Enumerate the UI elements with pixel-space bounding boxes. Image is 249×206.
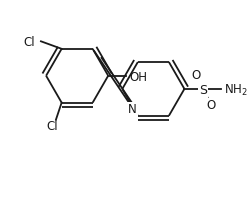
- Text: NH$_2$: NH$_2$: [224, 83, 248, 98]
- Text: S: S: [199, 84, 207, 97]
- Text: Cl: Cl: [46, 119, 58, 132]
- Text: O: O: [191, 69, 200, 82]
- Text: N: N: [128, 103, 137, 116]
- Text: OH: OH: [129, 71, 147, 84]
- Text: O: O: [206, 99, 215, 112]
- Text: Cl: Cl: [24, 36, 35, 49]
